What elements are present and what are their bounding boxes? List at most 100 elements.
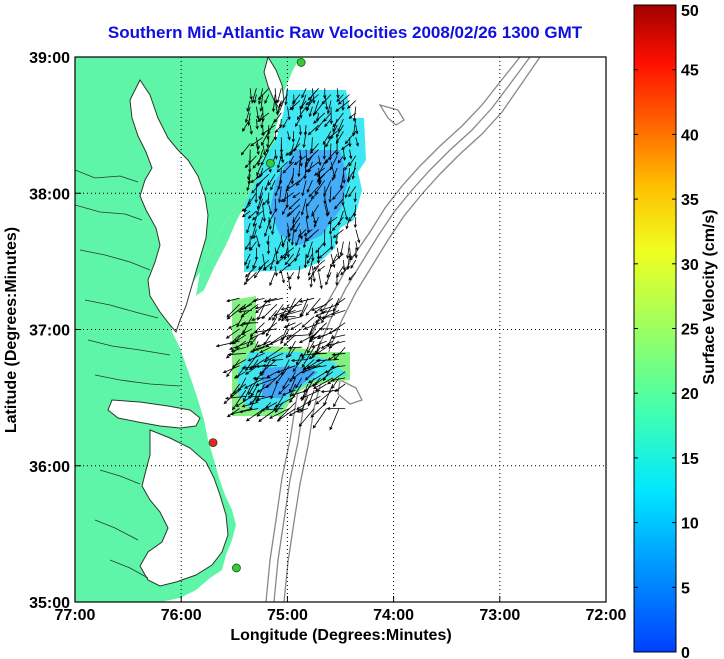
velocity-arrow: [305, 297, 321, 316]
velocity-arrow: [273, 131, 278, 141]
velocity-arrow: [256, 198, 264, 216]
velocity-arrow: [265, 137, 276, 153]
velocity-arrow: [311, 247, 315, 262]
velocity-arrow: [339, 174, 344, 190]
velocity-arrow: [265, 402, 278, 409]
velocity-arrow: [342, 167, 346, 184]
velocity-arrow: [265, 316, 278, 337]
velocity-arrow: [243, 198, 251, 213]
velocity-arrow: [241, 402, 259, 408]
velocity-arrow: [246, 259, 251, 270]
velocity-arrow: [313, 216, 319, 228]
colorbar-tick-label: 5: [681, 580, 690, 597]
velocity-arrow: [306, 198, 313, 207]
velocity-arrow: [271, 217, 276, 236]
velocity-arrow: [288, 204, 301, 216]
velocity-arrow: [249, 346, 265, 353]
velocity-arrow: [304, 155, 313, 168]
colorbar-tick-label: 30: [681, 257, 699, 274]
velocity-arrow: [266, 137, 270, 149]
velocity-arrow: [294, 118, 301, 127]
radar-station-marker: [232, 563, 241, 573]
velocity-arrow: [248, 377, 259, 396]
colorbar-tick-label: 25: [681, 322, 699, 339]
velocity-arrow: [313, 297, 334, 314]
velocity-arrow: [240, 303, 259, 318]
velocity-arrow: [318, 155, 322, 167]
velocity-arrow: [294, 247, 301, 262]
x-axis-ticks: 77:00 76:00 75:00 74:00 73:00 72:00: [55, 596, 627, 624]
velocity-arrow: [290, 167, 295, 185]
velocity-arrow: [309, 322, 327, 340]
velocity-arrow: [255, 167, 270, 179]
velocity-arrow: [243, 272, 257, 286]
velocity-arrow: [305, 217, 310, 234]
velocity-arrow: [292, 94, 301, 105]
velocity-arrow: [306, 180, 313, 194]
velocity-arrow: [301, 316, 315, 328]
velocity-arrow: [276, 100, 282, 115]
velocity-arrow: [342, 149, 347, 162]
velocity-arrow: [310, 192, 319, 200]
velocity-arrow: [255, 395, 271, 401]
velocity-arrow: [250, 223, 257, 240]
velocity-arrow: [291, 131, 296, 143]
velocity-arrow: [303, 253, 308, 269]
velocity-arrow: [335, 137, 339, 156]
velocity-arrow: [324, 149, 338, 163]
coverage-north-blue: [270, 150, 348, 245]
colorbar-tick-label: 20: [681, 386, 699, 403]
velocity-arrow: [223, 389, 240, 405]
velocity-arrow: [238, 377, 247, 392]
x-tick-label: 75:00: [267, 607, 308, 624]
velocity-arrow: [298, 297, 315, 303]
velocity-arrow: [296, 408, 309, 413]
velocity-arrow: [287, 229, 291, 243]
velocity-arrow: [251, 180, 264, 194]
velocity-arrow: [258, 408, 278, 423]
velocity-arrow: [257, 149, 264, 167]
velocity-arrow: [330, 155, 338, 171]
velocity-arrow: [245, 241, 251, 251]
velocity-arrow: [278, 94, 288, 108]
velocity-arrow: [264, 346, 284, 360]
velocity-arrow: [331, 253, 344, 264]
velocity-arrow: [268, 210, 276, 224]
colorbar-label: Surface Velocity (cm/s): [701, 209, 718, 384]
velocity-arrow: [279, 137, 284, 154]
velocity-arrow: [284, 298, 296, 320]
velocity-arrow: [278, 383, 290, 395]
velocity-arrow: [273, 396, 284, 412]
velocity-arrow: [343, 204, 349, 221]
colorbar-tick-label: 10: [681, 516, 699, 533]
velocity-arrow: [355, 137, 359, 147]
velocity-arrow: [332, 229, 344, 239]
velocity-arrow: [349, 253, 357, 261]
velocity-arrow: [314, 383, 327, 392]
velocity-arrow: [242, 316, 253, 335]
velocity-arrow: [298, 334, 315, 344]
velocity-arrow: [263, 334, 272, 346]
velocity-arrow: [278, 265, 288, 274]
velocity-arrow: [289, 383, 303, 404]
velocity-arrow: [268, 204, 273, 216]
velocity-arrow: [230, 346, 246, 353]
velocity-arrow: [276, 408, 296, 422]
velocity-arrow: [293, 155, 307, 166]
velocity-arrow: [303, 125, 308, 136]
velocity-arrow: [274, 149, 278, 160]
velocity-arrow: [270, 180, 276, 191]
velocity-arrow: [252, 376, 271, 381]
radar-station-marker: [208, 438, 218, 447]
velocity-arrow: [337, 118, 344, 133]
land-mainland: [75, 57, 276, 602]
velocity-arrow: [352, 106, 357, 122]
velocity-arrow: [297, 229, 307, 238]
velocity-arrow: [327, 371, 346, 385]
velocity-arrow: [330, 365, 346, 369]
velocity-arrow: [282, 118, 288, 129]
velocity-arrow: [256, 235, 261, 248]
velocity-arrow: [295, 235, 301, 247]
velocity-arrow: [351, 161, 357, 180]
velocity-arrow: [339, 241, 344, 257]
